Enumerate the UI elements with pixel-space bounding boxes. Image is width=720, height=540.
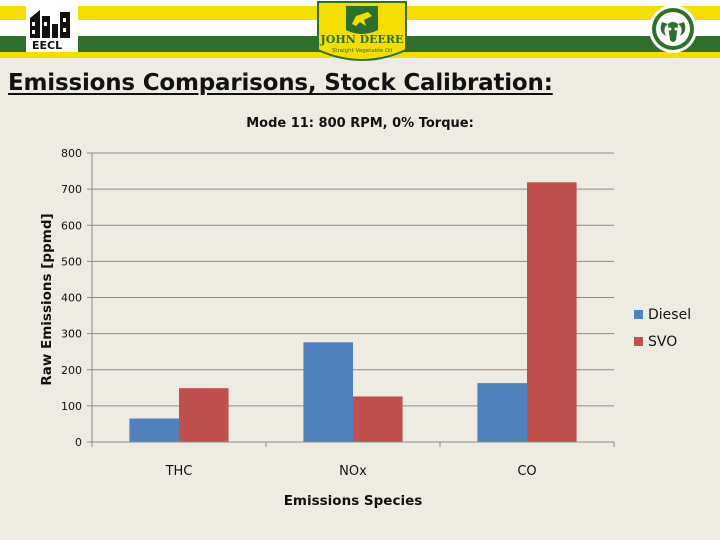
deer-icon [352, 12, 372, 26]
y-axis-title: Raw Emissions [ppmd] [39, 213, 55, 385]
eecl-logo-text: EECL [32, 39, 62, 52]
y-tick-labels: 0 100 200 300 400 500 600 700 800 [61, 147, 92, 449]
john-deere-subtitle: Straight Vegetable Oil [332, 48, 393, 54]
bar-diesel-co [477, 383, 527, 442]
legend-label-svo: SVO [648, 334, 677, 350]
bar-svo-co [527, 182, 577, 443]
y-tick-label: 200 [61, 364, 82, 377]
x-category-label: CO [517, 464, 536, 479]
x-axis-title: Emissions Species [284, 493, 423, 509]
y-tick-label: 0 [75, 436, 82, 449]
y-tick-label: 600 [61, 219, 82, 232]
y-tick-label: 400 [61, 292, 82, 305]
x-category-label: NOx [339, 464, 367, 479]
eecl-logo: EECL [26, 4, 78, 52]
csu-ram-logo [649, 5, 697, 53]
bars [129, 182, 577, 443]
bar-svo-thc [179, 388, 229, 442]
bar-svo-nox [353, 396, 403, 442]
x-category-labels: THC NOx CO [91, 442, 615, 479]
y-tick-label: 100 [61, 400, 82, 413]
legend-swatch-svo [634, 337, 643, 346]
x-category-label: THC [165, 464, 193, 479]
john-deere-brand: JOHN DEERE [320, 33, 404, 46]
header-banner: EECL JOHN DEERE Straight Vegetable Oil [0, 0, 720, 61]
y-tick-label: 500 [61, 255, 82, 268]
legend-label-diesel: Diesel [648, 307, 691, 323]
john-deere-logo: JOHN DEERE Straight Vegetable Oil [317, 1, 407, 61]
y-tick-label: 300 [61, 328, 82, 341]
legend-swatch-diesel [634, 310, 643, 319]
bar-diesel-thc [129, 418, 179, 442]
legend: Diesel SVO [634, 307, 691, 350]
slide-title: Emissions Comparisons, Stock Calibration… [8, 70, 553, 96]
y-tick-label: 800 [61, 147, 82, 160]
bar-diesel-nox [303, 342, 353, 442]
y-tick-label: 700 [61, 183, 82, 196]
chart-title: Mode 11: 800 RPM, 0% Torque: [246, 116, 474, 131]
